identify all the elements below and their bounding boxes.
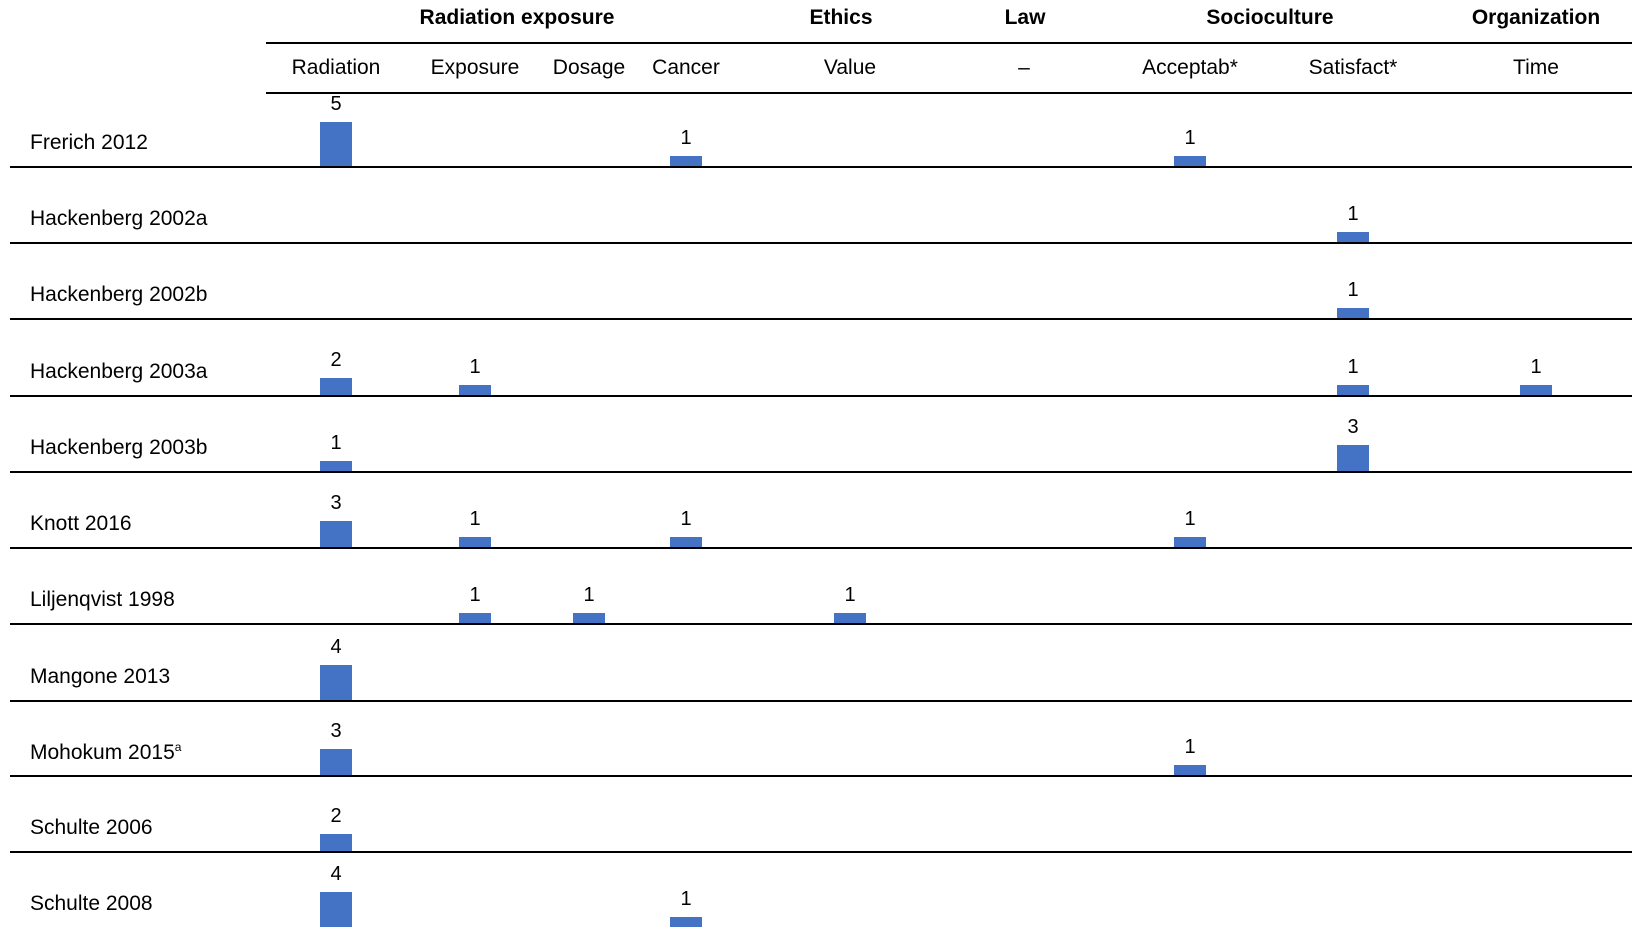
bar — [320, 122, 352, 166]
row-divider — [10, 700, 1632, 702]
bar-value-label: 2 — [330, 805, 342, 827]
column-header-2: Dosage — [552, 56, 626, 79]
header-rule — [266, 42, 1632, 44]
bar — [1337, 308, 1369, 318]
bar — [1337, 445, 1369, 471]
bar-value-label: 1 — [680, 508, 692, 530]
bar — [320, 749, 352, 775]
row-label: Liljenqvist 1998 — [30, 588, 175, 611]
bar-value-label: 1 — [680, 888, 692, 910]
column-header-6: Acceptab* — [1142, 56, 1238, 79]
bar — [670, 537, 702, 547]
bar-value-label: 1 — [1347, 279, 1359, 301]
bar-value-label: 1 — [1347, 356, 1359, 378]
bar-value-label: 5 — [330, 93, 342, 115]
group-header-organization: Organization — [1471, 6, 1601, 29]
bar — [670, 917, 702, 927]
row-label: Hackenberg 2002a — [30, 207, 208, 230]
row-divider — [10, 318, 1632, 320]
bar — [1337, 232, 1369, 242]
bar — [1174, 537, 1206, 547]
bar-value-label: 1 — [1347, 203, 1359, 225]
row-label: Knott 2016 — [30, 512, 132, 535]
bar-value-label: 1 — [1184, 736, 1196, 758]
row-label: Schulte 2006 — [30, 816, 153, 839]
bar — [459, 537, 491, 547]
bar — [459, 385, 491, 395]
bar — [1174, 765, 1206, 775]
bar-value-label: 3 — [330, 492, 342, 514]
bar-value-label: 4 — [330, 863, 342, 885]
column-header-7: Satisfact* — [1308, 56, 1398, 79]
row-label: Mohokum 2015a — [30, 740, 182, 764]
row-divider — [10, 242, 1632, 244]
column-header-1: Exposure — [430, 56, 520, 79]
bar-value-label: 1 — [1184, 127, 1196, 149]
bar-value-label: 1 — [1184, 508, 1196, 530]
bar-value-label: 1 — [680, 127, 692, 149]
bar-value-label: 1 — [1530, 356, 1542, 378]
row-label: Hackenberg 2003a — [30, 360, 208, 383]
bar — [320, 521, 352, 547]
bar-value-label: 1 — [469, 508, 481, 530]
row-label: Frerich 2012 — [30, 131, 148, 154]
group-header-socioculture: Socioculture — [1206, 6, 1334, 29]
bar-value-label: 1 — [469, 356, 481, 378]
row-divider — [10, 775, 1632, 777]
bar-value-label: 3 — [330, 720, 342, 742]
column-header-3: Cancer — [652, 56, 720, 79]
row-label: Mangone 2013 — [30, 665, 171, 688]
bar-value-label: 4 — [330, 636, 342, 658]
bar-value-label: 3 — [1347, 416, 1359, 438]
column-header-0: Radiation — [291, 56, 381, 79]
bar-value-label: 1 — [330, 432, 342, 454]
bar — [670, 156, 702, 166]
row-label: Hackenberg 2003b — [30, 436, 208, 459]
row-divider — [10, 471, 1632, 473]
bar — [1174, 156, 1206, 166]
row-label: Schulte 2008 — [30, 892, 153, 915]
bar — [834, 613, 866, 623]
row-label: Hackenberg 2002b — [30, 283, 208, 306]
group-header-law: Law — [1004, 6, 1046, 29]
row-divider — [10, 851, 1632, 853]
row-divider — [10, 623, 1632, 625]
bar — [320, 892, 352, 927]
bar-value-label: 1 — [844, 584, 856, 606]
row-divider — [10, 395, 1632, 397]
column-header-5: – — [1018, 56, 1030, 79]
bar — [320, 378, 352, 395]
bar — [1337, 385, 1369, 395]
bar-value-label: 1 — [583, 584, 595, 606]
row-divider — [10, 547, 1632, 549]
column-header-8: Time — [1513, 56, 1559, 79]
bar — [320, 461, 352, 471]
bar — [320, 665, 352, 700]
row-divider — [10, 166, 1632, 168]
row-label-footnote: a — [174, 740, 182, 754]
bar — [1520, 385, 1552, 395]
column-header-4: Value — [823, 56, 877, 79]
column-header-rule — [266, 92, 1632, 94]
bar — [320, 834, 352, 851]
bar-value-label: 2 — [330, 349, 342, 371]
group-header-ethics: Ethics — [809, 6, 873, 29]
group-header-radiation-exposure: Radiation exposure — [419, 6, 615, 29]
bar-value-label: 1 — [469, 584, 481, 606]
bar — [573, 613, 605, 623]
bar — [459, 613, 491, 623]
